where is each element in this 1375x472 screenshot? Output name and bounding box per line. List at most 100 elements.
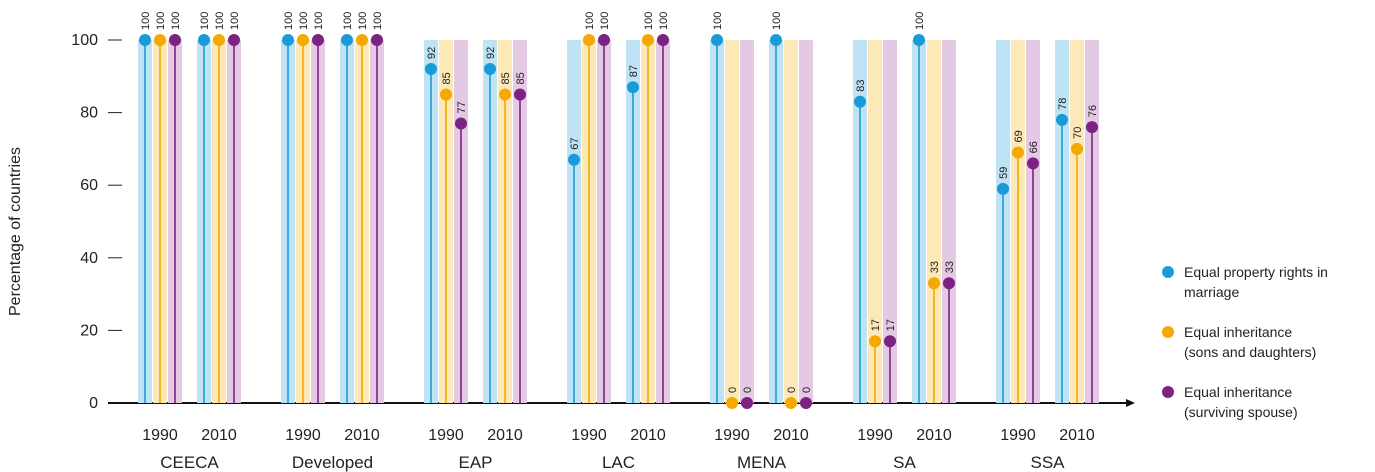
x-tick-region-label: SA <box>893 453 916 472</box>
legend-label-property-rights: Equal property rights in marriage <box>1184 264 1328 300</box>
data-label: 100 <box>914 12 926 30</box>
data-label: 17 <box>885 319 897 331</box>
data-point <box>455 117 467 130</box>
data-label: 100 <box>584 12 596 30</box>
x-tick-year-label: 2010 <box>916 427 952 444</box>
data-label: 85 <box>515 72 527 84</box>
data-point <box>341 34 353 46</box>
data-label: 100 <box>229 12 241 30</box>
x-tick-year-label: 2010 <box>630 427 666 444</box>
data-point <box>282 34 294 46</box>
data-point <box>627 81 639 94</box>
data-point <box>356 34 368 46</box>
x-tick-year-label: 1990 <box>1000 427 1036 444</box>
data-point <box>711 34 723 46</box>
data-point <box>770 34 782 46</box>
data-label: 59 <box>998 167 1010 179</box>
legend-item-inheritance-spouse: Equal inheritance (surviving spouse) <box>1162 382 1372 422</box>
data-label: 83 <box>855 79 867 91</box>
data-point <box>568 153 580 166</box>
legend-label-inheritance-spouse: Equal inheritance (surviving spouse) <box>1184 384 1298 420</box>
data-point <box>1027 157 1039 170</box>
data-label: 0 <box>742 387 754 393</box>
data-point <box>928 277 940 290</box>
bar-band <box>927 40 941 403</box>
y-tick-label: 80 <box>80 105 98 122</box>
x-axis-arrow <box>1126 399 1135 407</box>
data-label: 85 <box>441 72 453 84</box>
data-label: 77 <box>456 101 468 113</box>
y-tick-label: 60 <box>80 177 98 194</box>
data-label: 76 <box>1087 105 1099 117</box>
bar-band <box>784 40 798 403</box>
data-label: 92 <box>485 47 497 59</box>
data-point <box>514 88 526 101</box>
data-label: 100 <box>214 12 226 30</box>
data-point <box>741 397 753 409</box>
data-label: 100 <box>342 12 354 30</box>
data-label: 100 <box>771 12 783 30</box>
data-label: 69 <box>1013 130 1025 142</box>
data-point <box>785 397 797 409</box>
x-tick-region-label: MENA <box>737 453 787 472</box>
data-label: 100 <box>372 12 384 30</box>
data-point <box>440 88 452 101</box>
data-label: 100 <box>170 12 182 30</box>
x-tick-year-label: 1990 <box>571 427 607 444</box>
legend-dot-inheritance-spouse <box>1162 386 1174 398</box>
data-point <box>425 63 437 76</box>
legend-item-inheritance-children: Equal inheritance (sons and daughters) <box>1162 322 1372 362</box>
data-point <box>583 34 595 46</box>
bar-band <box>740 40 754 403</box>
data-point <box>1056 113 1068 126</box>
data-label: 100 <box>298 12 310 30</box>
data-label: 66 <box>1028 141 1040 153</box>
data-label: 0 <box>786 387 798 393</box>
x-tick-year-label: 2010 <box>344 427 380 444</box>
legend-dot-property-rights <box>1162 266 1174 278</box>
x-tick-year-label: 2010 <box>201 427 237 444</box>
data-point <box>642 34 654 46</box>
data-point <box>228 34 240 46</box>
data-point <box>997 182 1009 195</box>
data-point <box>139 34 151 46</box>
data-label: 100 <box>599 12 611 30</box>
data-label: 100 <box>357 12 369 30</box>
data-point <box>371 34 383 46</box>
bar-band <box>725 40 739 403</box>
x-tick-year-label: 1990 <box>285 427 321 444</box>
y-tick-label: 20 <box>80 322 98 339</box>
bar-band <box>942 40 956 403</box>
x-tick-year-label: 2010 <box>487 427 523 444</box>
data-label: 100 <box>155 12 167 30</box>
x-tick-region-label: CEECA <box>160 453 219 472</box>
data-label: 92 <box>426 47 438 59</box>
data-label: 0 <box>727 387 739 393</box>
x-tick-year-label: 1990 <box>142 427 178 444</box>
data-point <box>869 335 881 348</box>
data-point <box>657 34 669 46</box>
data-point <box>1071 142 1083 155</box>
y-tick-label: 40 <box>80 250 98 267</box>
data-label: 100 <box>658 12 670 30</box>
data-point <box>884 335 896 348</box>
legend-dot-inheritance-children <box>1162 326 1174 338</box>
legend-item-property-rights: Equal property rights in marriage <box>1162 262 1372 302</box>
data-label: 70 <box>1072 127 1084 139</box>
data-point <box>484 63 496 76</box>
data-point <box>169 34 181 46</box>
x-tick-region-label: LAC <box>602 453 635 472</box>
data-label: 100 <box>199 12 211 30</box>
data-point <box>913 34 925 46</box>
data-point <box>1012 146 1024 159</box>
data-label: 85 <box>500 72 512 84</box>
x-tick-region-label: EAP <box>458 453 492 472</box>
x-tick-year-label: 1990 <box>857 427 893 444</box>
legend-label-inheritance-children: Equal inheritance (sons and daughters) <box>1184 324 1317 360</box>
data-label: 100 <box>313 12 325 30</box>
data-point <box>154 34 166 46</box>
data-point <box>943 277 955 290</box>
bar-band <box>868 40 882 403</box>
data-label: 87 <box>628 65 640 77</box>
